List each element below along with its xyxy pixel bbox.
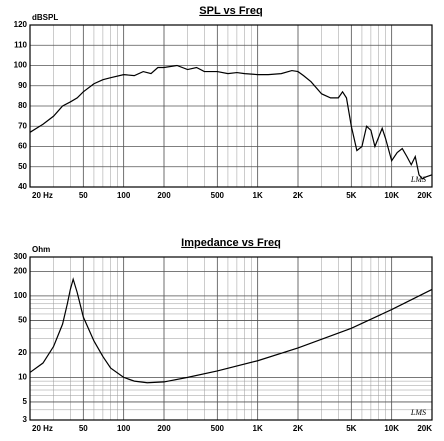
y-tick-label: 50 [18, 162, 27, 171]
x-tick-label: 20 Hz [32, 424, 53, 433]
x-tick-label: 100 [117, 424, 131, 433]
y-tick-label: 40 [18, 182, 27, 191]
y-tick-label: 90 [18, 81, 27, 90]
x-tick-label: 5K [346, 424, 356, 433]
x-tick-label: 5K [346, 191, 356, 200]
x-tick-label: 200 [157, 424, 171, 433]
y-tick-label: 50 [18, 316, 27, 325]
y-tick-label: 100 [14, 291, 28, 300]
x-tick-label: 500 [211, 424, 225, 433]
x-tick-label: 10K [384, 424, 399, 433]
y-tick-label: 100 [14, 61, 28, 70]
y-tick-label: 70 [18, 121, 27, 130]
watermark: LMS [410, 408, 426, 417]
x-tick-label: 2K [293, 424, 303, 433]
y-tick-label: 80 [18, 101, 27, 110]
y-tick-label: 3 [23, 415, 28, 424]
x-tick-label: 50 [79, 424, 88, 433]
x-tick-label: 1K [253, 191, 263, 200]
x-tick-label: 20 Hz [32, 191, 53, 200]
x-tick-label: 1K [253, 424, 263, 433]
x-tick-label: 20K [417, 191, 432, 200]
y-tick-label: 60 [18, 142, 27, 151]
y-tick-label: 20 [18, 348, 27, 357]
data-line [29, 277, 433, 384]
x-tick-label: 50 [79, 191, 88, 200]
y-tick-label: 5 [23, 397, 28, 406]
plot-frame [29, 256, 433, 421]
x-tick-label: 100 [117, 191, 131, 200]
chart-title: Impedance vs Freq [181, 237, 281, 249]
chart-title: SPL vs Freq [199, 5, 262, 17]
x-tick-label: 10K [384, 191, 399, 200]
x-tick-label: 500 [211, 191, 225, 200]
y-tick-label: 120 [14, 20, 28, 29]
x-tick-label: 2K [293, 191, 303, 200]
y-tick-label: 110 [14, 40, 27, 49]
y-tick-label: 10 [18, 372, 27, 381]
x-tick-label: 20K [417, 424, 432, 433]
plot-frame [29, 24, 433, 188]
y-tick-label: 200 [14, 266, 28, 275]
y-tick-label: 300 [14, 252, 28, 261]
y-axis-label: Ohm [32, 245, 50, 254]
data-line [29, 64, 433, 180]
watermark: LMS [410, 175, 426, 184]
y-axis-label: dBSPL [32, 13, 58, 22]
x-tick-label: 200 [157, 191, 171, 200]
